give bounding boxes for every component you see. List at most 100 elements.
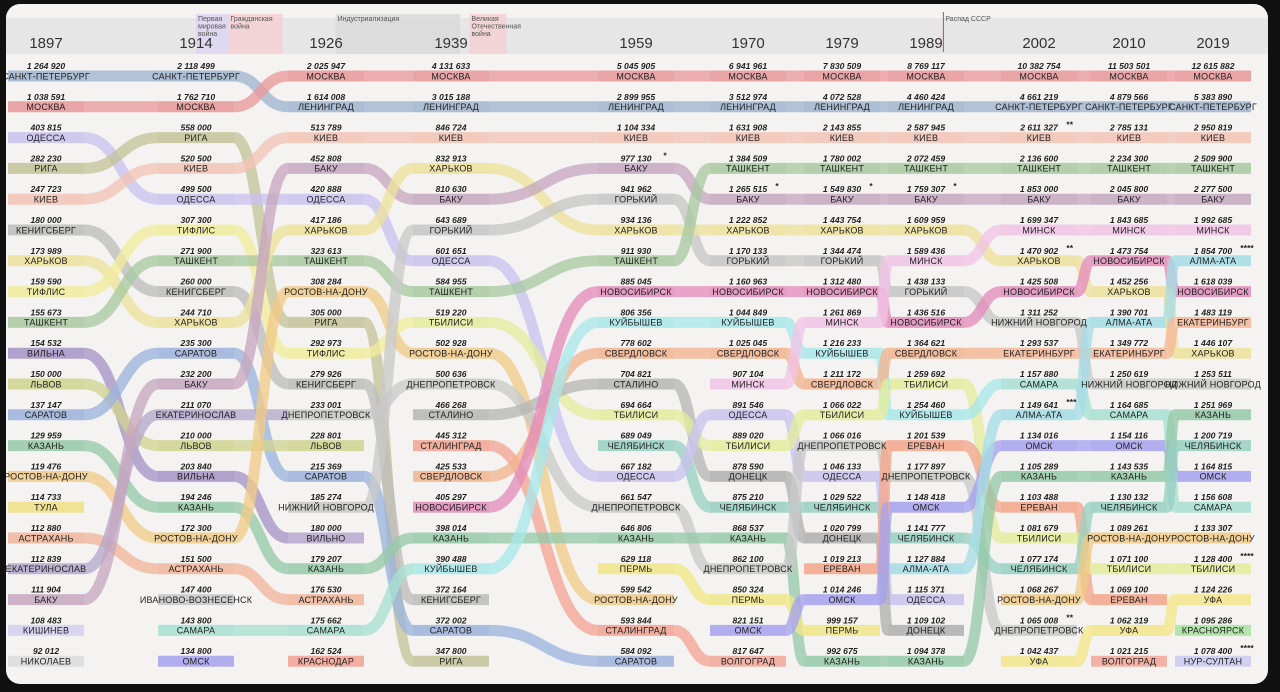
pop-label-ростов-на-дону-2019: 1 133 307	[1194, 523, 1233, 533]
pop-label-ленинград-1979: 4 072 528	[822, 92, 861, 102]
ribbon-киев-1897-1914	[83, 162, 159, 205]
city-label-алма-ата-2002: АЛМА-АТА	[1016, 410, 1063, 420]
pop-label-нур-султан-2019: 1 078 400	[1194, 646, 1232, 656]
pop-label-москва-2019: 12 615 882	[1191, 61, 1234, 71]
city-label-астрахань-1897: АСТРАХАНЬ	[18, 533, 73, 543]
ribbon-баку-1959-1970	[672, 162, 712, 205]
ribbon-екатеринбург-2010-2019	[1161, 316, 1181, 359]
pop-label-пермь-1959: 629 118	[621, 554, 652, 564]
footnote-mark-баку-1989: *	[953, 181, 957, 191]
pop-label-екатеринбург-2019: 1 483 119	[1194, 307, 1232, 317]
pop-label-челябинск-1979: 1 029 522	[823, 492, 861, 502]
year-label-1914: 1914	[179, 35, 212, 52]
pop-label-санкт-петербург-1914: 2 118 499	[176, 61, 215, 71]
pop-label-киев-1914: 520 500	[180, 153, 211, 163]
year-label-1989: 1989	[909, 35, 942, 52]
pop-label-одесса-1979: 1 046 133	[823, 461, 861, 471]
pop-label-ростов-на-дону-2002: 1 068 267	[1020, 585, 1059, 595]
city-label-харьков-1897: ХАРЬКОВ	[24, 256, 67, 266]
city-label-ташкент-1979: ТАШКЕНТ	[820, 164, 864, 174]
pop-label-харьков-1989: 1 609 959	[907, 215, 945, 225]
footnote-mark-тбилиси-2019: ****	[1240, 551, 1254, 561]
city-label-львов-1914: ЛЬВОВ	[180, 441, 212, 451]
city-label-львов-1926: ЛЬВОВ	[310, 441, 342, 451]
city-label-киев-1897: КИЕВ	[34, 195, 59, 205]
pop-label-москва-2002: 10 382 754	[1017, 61, 1060, 71]
pop-label-горький-1979: 1 344 474	[823, 246, 861, 256]
ribbon-алма-ата-2010-2019	[1161, 255, 1181, 328]
pop-label-куйбышев-1970: 1 044 849	[729, 307, 767, 317]
city-label-баку-1989: БАКУ	[914, 195, 938, 205]
city-label-тифлис-1897: ТИФЛИС	[27, 287, 66, 297]
pop-label-тифлис-1926: 292 973	[309, 338, 341, 348]
pop-label-одесса-1926: 420 888	[309, 184, 341, 194]
pop-label-баку-1897: 111 904	[31, 585, 61, 595]
city-label-харьков-2002: ХАРЬКОВ	[1017, 256, 1060, 266]
city-label-сталино-1959: СТАЛИНО	[614, 379, 659, 389]
city-label-тбилиси-1979: ТБИЛИСИ	[820, 410, 865, 420]
city-label-новосибирск-2019: НОВОСИБИРСК	[1177, 287, 1249, 297]
pop-label-омск-1970: 821 151	[732, 615, 763, 625]
ribbon-баку-1939-1959	[488, 162, 599, 205]
city-label-днепропетровск-2002: ДНЕПРОПЕТРОВСК	[995, 626, 1084, 636]
city-label-баку-1897: БАКУ	[34, 595, 58, 605]
ribbon-москва-1914-1926	[233, 70, 289, 113]
ribbon-харьков-1926-1939	[362, 162, 415, 236]
city-label-челябинск-2019: ЧЕЛЯБИНСК	[1185, 441, 1242, 451]
pop-label-свердловск-1979: 1 211 172	[823, 369, 861, 379]
city-label-санкт-петербург-1897: САНКТ-ПЕТЕРБУРГ	[6, 71, 90, 81]
pop-label-пермь-1970: 850 324	[732, 585, 763, 595]
ribbon-саратов-1897-1914	[83, 347, 159, 421]
year-header: ПерваямироваявойнаГражданскаявойнаИндуст…	[6, 12, 1268, 54]
pop-label-одесса-1959: 667 182	[620, 461, 651, 471]
city-label-киев-1914: КИЕВ	[184, 164, 209, 174]
city-label-москва-2010: МОСКВА	[1109, 71, 1148, 81]
event-великая-отечественная-война-band	[469, 14, 507, 54]
pop-label-тбилиси-1970: 889 020	[732, 431, 763, 441]
pop-label-алма-ата-2019: 1 854 700	[1194, 246, 1232, 256]
pop-label-свердловск-1989: 1 364 621	[907, 338, 945, 348]
city-label-николаев-1897: НИКОЛАЕВ	[21, 657, 72, 667]
city-label-москва-2019: МОСКВА	[1193, 71, 1232, 81]
city-label-пермь-1979: ПЕРМЬ	[826, 626, 859, 636]
pop-label-уфа-2010: 1 062 319	[1110, 615, 1148, 625]
city-label-ростов-на-дону-1939: РОСТОВ-НА-ДОНУ	[409, 349, 493, 359]
ribbon-тбилиси-1970-1979	[783, 409, 807, 452]
pop-label-тифлис-1914: 307 300	[180, 215, 211, 225]
city-label-одесса-1970: ОДЕССА	[729, 410, 768, 420]
city-label-одесса-1926: ОДЕССА	[307, 195, 346, 205]
pop-label-одесса-1914: 499 500	[179, 184, 211, 194]
city-label-баку-1926: БАКУ	[314, 164, 338, 174]
city-label-рига-1926: РИГА	[314, 318, 338, 328]
event-первая-мировая-война-label: война	[198, 30, 217, 38]
city-label-куйбышев-1939: КУЙБЫШЕВ	[424, 563, 477, 574]
ribbon-минск-1979-1989	[874, 255, 894, 328]
pop-label-тула-1897: 114 733	[31, 492, 62, 502]
pop-label-алма-ата-2002: 1 149 641	[1020, 400, 1058, 410]
pop-label-ереван-1979: 1 019 213	[823, 554, 861, 564]
pop-label-сталино-1939: 466 268	[434, 400, 466, 410]
ribbon-свердловск-1979-1989	[874, 347, 894, 390]
city-label-куйбышев-1959: КУЙБЫШЕВ	[609, 317, 662, 328]
ribbon-астрахань-1914-1926	[233, 563, 289, 606]
city-label-рига-1939: РИГА	[439, 657, 463, 667]
city-label-астрахань-1914: АСТРАХАНЬ	[168, 564, 223, 574]
city-label-казань-1939: КАЗАНЬ	[433, 533, 469, 543]
event-первая-мировая-война-label: мировая	[198, 24, 226, 31]
pop-label-киев-1989: 2 587 945	[906, 123, 945, 133]
pop-label-кенигсберг-1939: 372 164	[435, 585, 466, 595]
pop-label-баку-1926: 452 808	[309, 153, 341, 163]
pop-label-казань-1926: 179 207	[310, 554, 342, 564]
pop-label-самара-2019: 1 156 608	[1194, 492, 1232, 502]
city-label-ереван-1989: ЕРЕВАН	[907, 441, 944, 451]
year-label-1897: 1897	[29, 35, 62, 52]
city-label-челябинск-2002: ЧЕЛЯБИНСК	[1011, 564, 1068, 574]
footnote-mark-киев-2002: **	[1066, 120, 1073, 130]
pop-label-куйбышев-1939: 390 488	[435, 554, 466, 564]
city-label-харьков-1979: ХАРЬКОВ	[820, 225, 863, 235]
city-label-новосибирск-1939: НОВОСИБИРСК	[415, 503, 487, 513]
pop-label-горький-1989: 1 438 133	[907, 277, 945, 287]
city-label-екатеринбург-2002: ЕКАТЕРИНБУРГ	[1003, 349, 1075, 359]
ribbon-баку-1897-1914	[82, 378, 160, 606]
city-label-екатеринбург-2010: ЕКАТЕРИНБУРГ	[1093, 349, 1165, 359]
